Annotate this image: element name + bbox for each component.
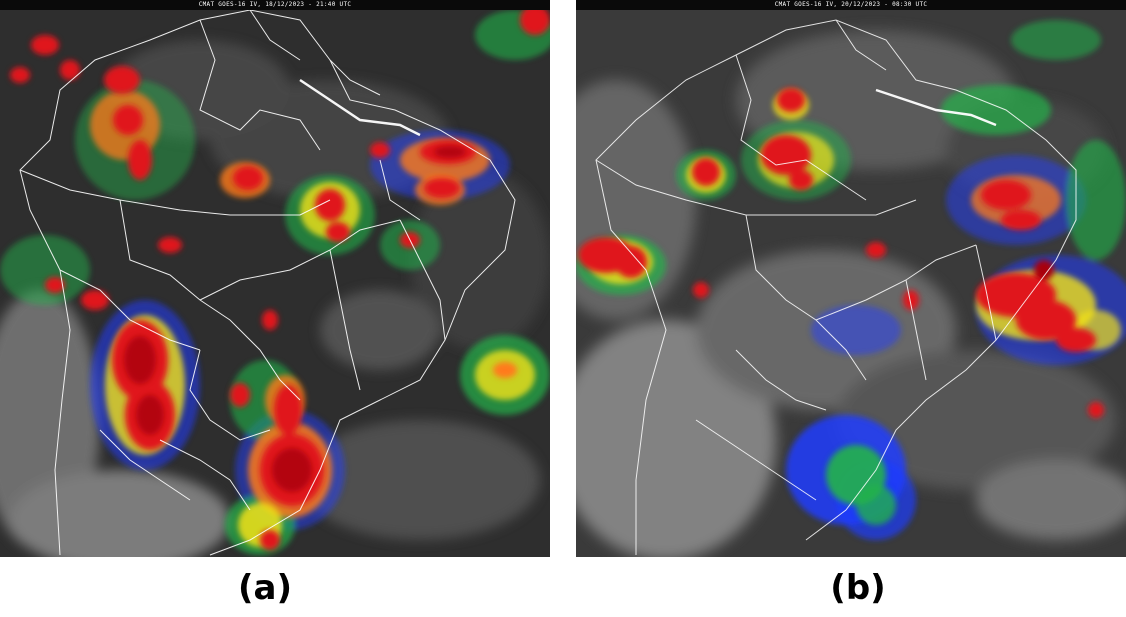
satellite-image-b	[576, 0, 1126, 557]
satellite-image-panel-b: CMAT GOES-16 IV, 20/12/2023 - 08:30 UTC	[576, 0, 1126, 557]
satellite-image-a	[0, 0, 550, 557]
image-header-a: CMAT GOES-16 IV, 18/12/2023 - 21:40 UTC	[0, 0, 550, 10]
satellite-image-panel-a: CMAT GOES-16 IV, 18/12/2023 - 21:40 UTC	[0, 0, 550, 557]
caption-b: (b)	[830, 568, 886, 608]
caption-a: (a)	[237, 568, 293, 608]
image-header-b: CMAT GOES-16 IV, 20/12/2023 - 08:30 UTC	[576, 0, 1126, 10]
